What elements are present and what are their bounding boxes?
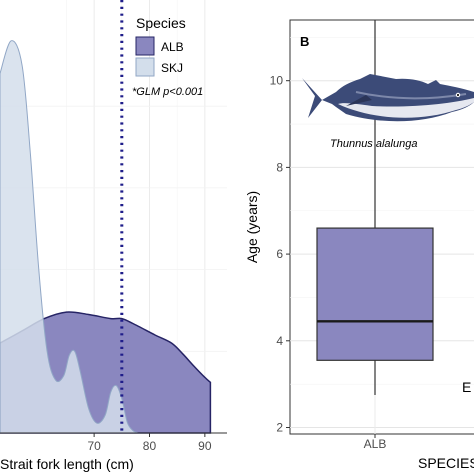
- panel-label-b: B: [300, 34, 309, 49]
- panel-b-x-axis-label: SPECIES: [418, 455, 474, 471]
- legend-title: Species: [136, 15, 186, 31]
- significance-note: *GLM p<0.001: [132, 86, 203, 98]
- panel-b-y-tick-label: 2: [276, 420, 283, 434]
- legend-key-skj: [135, 57, 155, 77]
- legend-key-alb: [135, 36, 155, 56]
- legend-label-skj: SKJ: [161, 61, 183, 75]
- species-caption: Thunnus alalunga: [330, 138, 417, 150]
- panel-a-x-ticks: 70 80 90: [87, 433, 212, 453]
- panel-b-edge-glyph: E: [462, 379, 471, 395]
- panel-b-y-tick-label: 8: [276, 160, 283, 174]
- panel-b-boxplot: [316, 20, 434, 395]
- albacore-tuna-illustration: [302, 74, 474, 122]
- panel-b: 2 4 6 8 10 B Thunnus alalunga Age (years) AL…: [244, 19, 474, 471]
- density-area-skj: [0, 40, 145, 434]
- panel-a-x-tick-label: 70: [87, 439, 101, 453]
- panel-b-y-axis-label: Age (years): [244, 191, 260, 263]
- panel-b-y-tick-label: 4: [276, 334, 283, 348]
- box-iqr-alb: [316, 227, 434, 361]
- panel-a-x-tick-label: 90: [198, 439, 212, 453]
- panel-a: 70 80 90 Strait fork length (cm) Species A…: [0, 0, 227, 472]
- legend-label-alb: ALB: [161, 40, 184, 54]
- legend: Species ALB SKJ *GLM p<0.001: [132, 15, 203, 98]
- panel-separator: [228, 0, 242, 474]
- panel-a-x-axis-label: Strait fork length (cm): [0, 456, 134, 472]
- panel-b-y-tick-label: 10: [270, 74, 284, 88]
- panel-b-y-ticks: 2 4 6 8 10: [270, 74, 376, 438]
- panel-b-y-tick-label: 6: [276, 247, 283, 261]
- panel-b-x-tick-alb: ALB: [364, 437, 387, 451]
- panel-a-x-tick-label: 80: [143, 439, 157, 453]
- panel-a-density-areas: [0, 40, 212, 434]
